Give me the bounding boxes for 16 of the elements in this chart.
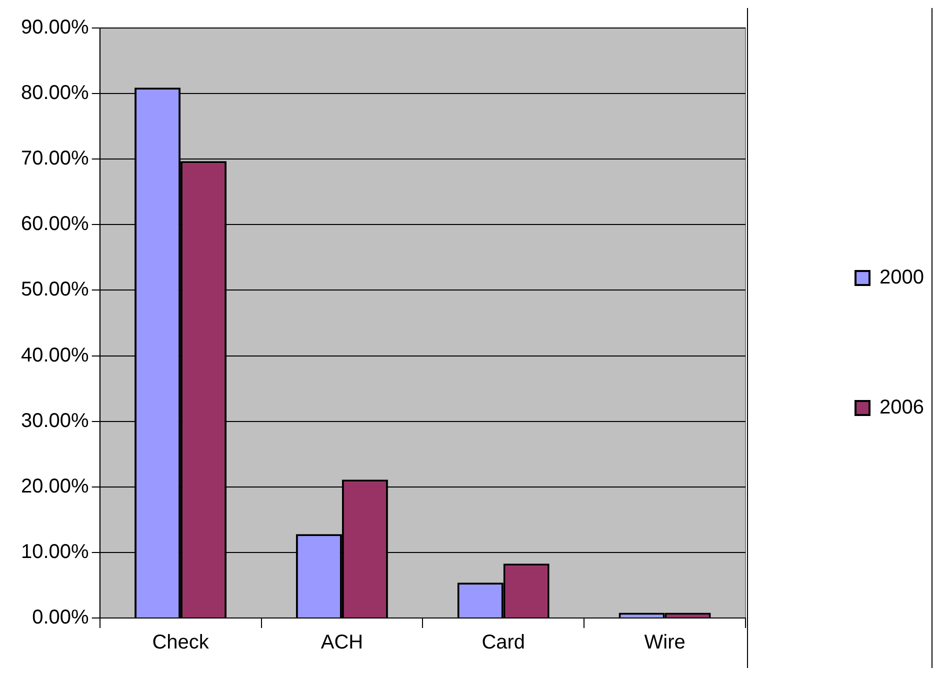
y-tick-label: 90.00% — [20, 16, 90, 39]
legend-label: 2000 — [880, 266, 924, 289]
y-tick-label: 60.00% — [20, 213, 90, 236]
y-tick-label: 20.00% — [20, 475, 90, 498]
y-tick-label: 30.00% — [20, 410, 90, 432]
y-tick-label: 70.00% — [20, 148, 90, 170]
y-tick-label: 10.00% — [20, 540, 90, 563]
x-tick-label: Check — [152, 632, 210, 654]
y-tick-label: 40.00% — [20, 344, 90, 366]
legend-label: 2006 — [880, 396, 924, 419]
y-tick-label: 80.00% — [20, 82, 90, 104]
x-tick-label: ACH — [320, 632, 364, 654]
x-tick-label: Card — [482, 632, 526, 654]
y-tick-label: 50.00% — [20, 278, 90, 301]
y-tick-label: 0.00% — [32, 606, 90, 629]
x-tick-label: Wire — [644, 632, 686, 654]
